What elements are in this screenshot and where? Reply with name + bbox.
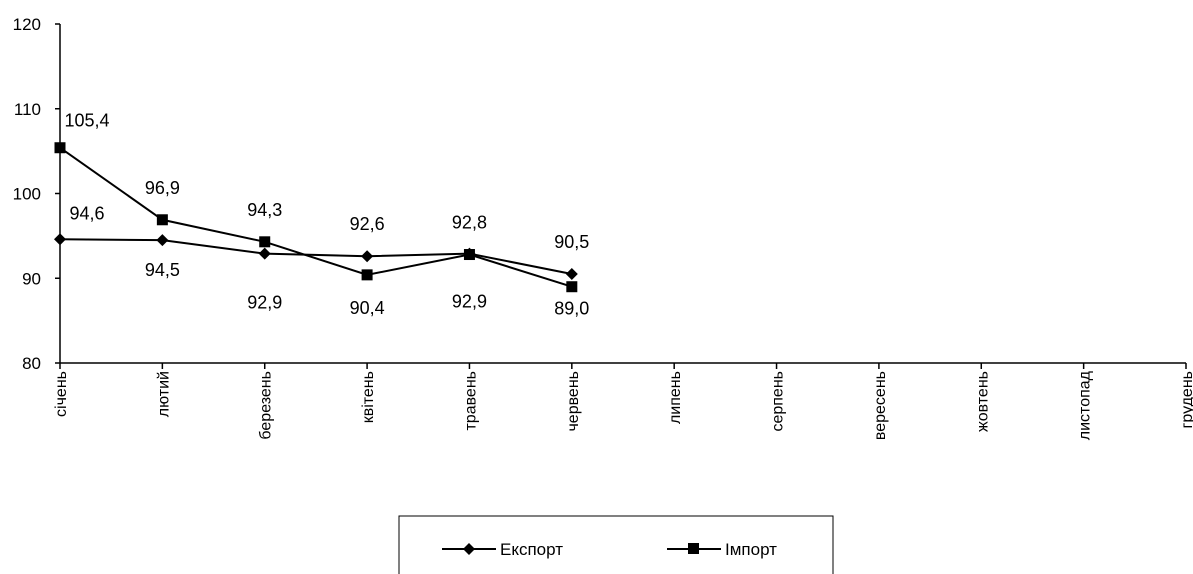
point-import — [361, 269, 373, 281]
x-tick-label: липень — [667, 371, 684, 424]
x-tick-label: лютий — [155, 371, 172, 417]
series-layer — [54, 142, 578, 293]
legend: Експорт Імпорт — [398, 515, 834, 574]
x-tick-label: грудень — [1179, 371, 1193, 428]
data-label-import: 94,3 — [247, 200, 282, 220]
x-axis-ticks: січень лютий березень квітень травень червень… — [53, 363, 1193, 440]
y-axis-ticks: 80 90 100 110 120 — [13, 15, 60, 373]
point-import — [463, 249, 475, 261]
y-tick-label: 80 — [22, 354, 41, 373]
legend-box — [398, 515, 834, 574]
data-label-export: 94,6 — [69, 203, 104, 223]
data-label-export: 90,5 — [554, 232, 589, 252]
series-line-export — [59, 238, 573, 275]
legend-label-export: Експорт — [500, 540, 563, 559]
data-label-export: 92,6 — [350, 214, 385, 234]
y-tick-label: 100 — [13, 185, 41, 204]
point-export — [156, 234, 169, 247]
data-label-import: 92,8 — [452, 213, 487, 233]
data-labels: 94,6 94,5 92,9 92,6 92,9 90,5 105,4 96,9 94,3 90,… — [64, 111, 589, 319]
x-tick-label: травень — [462, 371, 479, 431]
data-label-import: 96,9 — [145, 178, 180, 198]
data-label-export: 92,9 — [247, 293, 282, 313]
x-tick-label: серпень — [770, 371, 787, 432]
data-label-import: 89,0 — [554, 299, 589, 319]
point-export — [258, 247, 271, 260]
point-export — [565, 268, 578, 281]
point-import — [259, 236, 271, 248]
y-tick-label: 120 — [13, 15, 41, 34]
point-export — [54, 233, 66, 246]
point-import — [156, 214, 168, 226]
point-import — [566, 281, 578, 293]
y-tick-label: 110 — [14, 100, 41, 119]
x-tick-label: квітень — [360, 371, 377, 423]
data-label-export: 94,5 — [145, 260, 180, 280]
legend-marker-import-square-icon — [688, 543, 699, 554]
x-tick-label: січень — [53, 371, 70, 417]
series-line-import — [59, 146, 573, 288]
x-tick-label: вересень — [872, 371, 889, 440]
point-export — [361, 250, 374, 263]
y-tick-label: 90 — [22, 269, 41, 288]
data-label-export: 92,9 — [452, 292, 487, 312]
x-tick-label: листопад — [1077, 370, 1094, 440]
data-label-import: 90,4 — [350, 298, 385, 318]
legend-label-import: Імпорт — [725, 540, 777, 559]
legend-marker-export-diamond-icon — [463, 543, 475, 555]
x-tick-label: червень — [565, 371, 582, 432]
x-tick-label: березень — [258, 371, 275, 440]
point-import — [54, 142, 66, 154]
data-label-import: 105,4 — [64, 111, 109, 131]
x-tick-label: жовтень — [974, 371, 991, 432]
